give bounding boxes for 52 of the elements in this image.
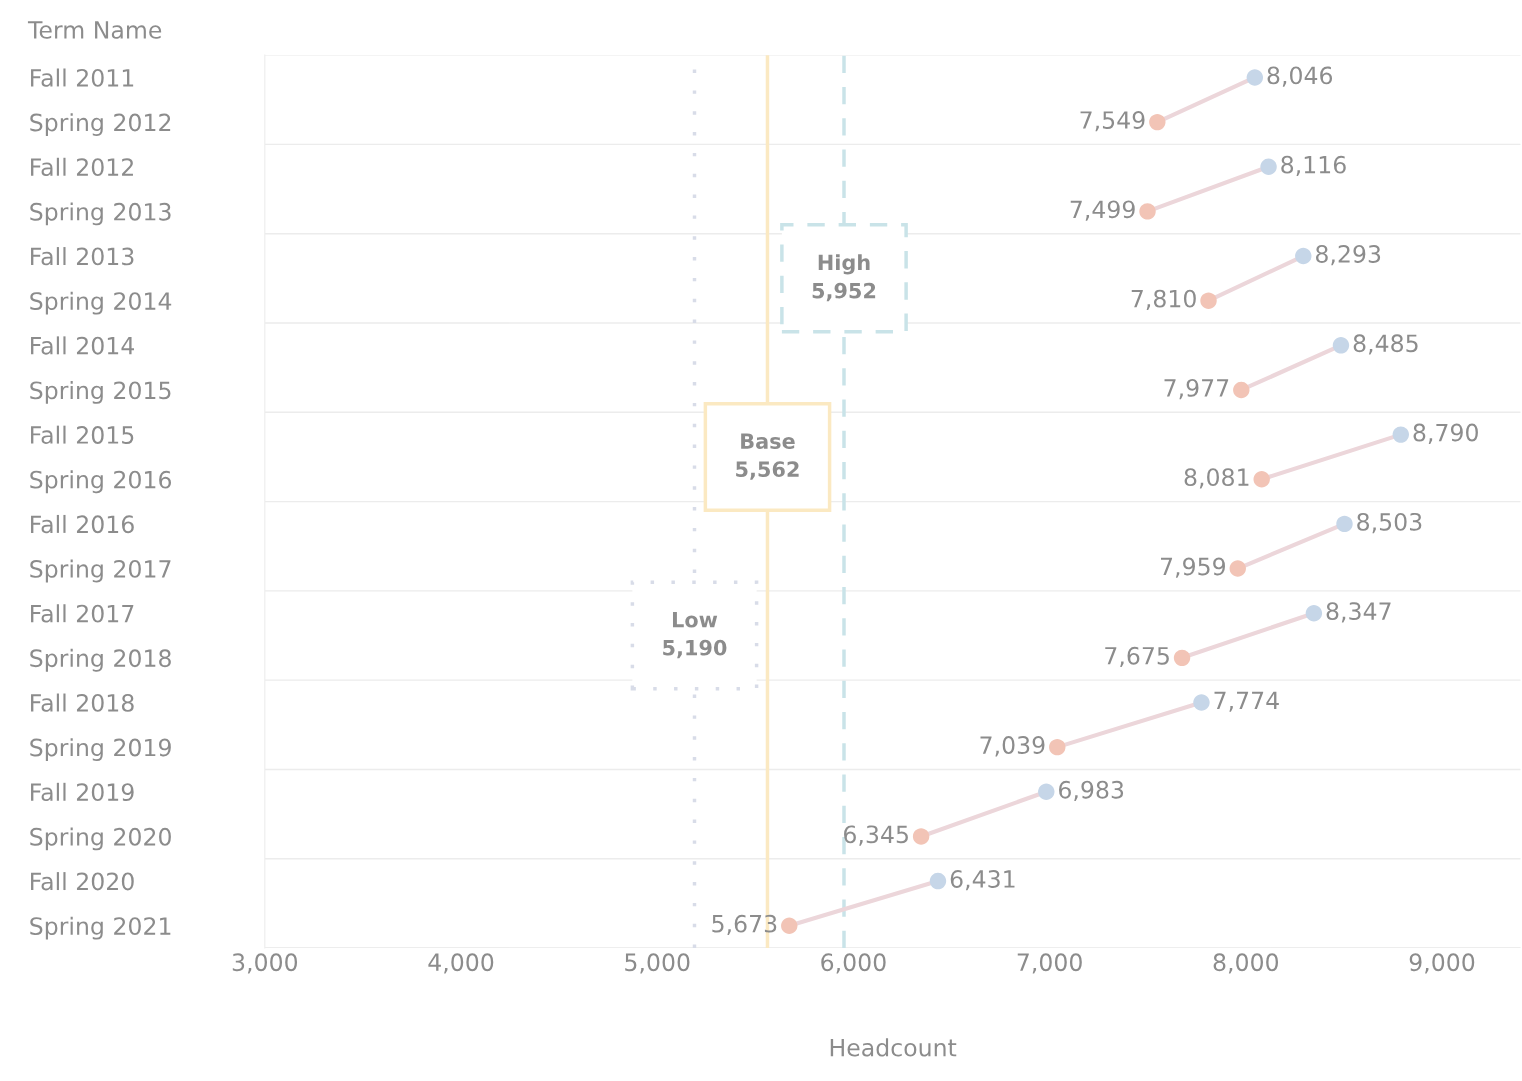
y-tick-label: Spring 2016 (30, 470, 172, 494)
y-tick-label: Spring 2014 (30, 291, 172, 315)
data-label: 7,959 (1160, 557, 1225, 578)
y-tick-label: Fall 2014 (31, 336, 134, 355)
y-tick-label: Fall 2019 (31, 782, 134, 802)
y-tick-label: Fall 2015 (31, 425, 134, 444)
data-label: 8,485 (1353, 334, 1418, 355)
data-label: 6,983 (1059, 780, 1124, 802)
y-tick-label: Spring 2012 (30, 113, 171, 136)
data-label: 7,549 (1080, 111, 1145, 132)
x-tick-label: 4,000 (428, 953, 494, 974)
data-label: 8,081 (1184, 468, 1249, 489)
data-label: 8,503 (1357, 512, 1422, 534)
data-label: 8,293 (1316, 245, 1381, 266)
y-axis-title: Term Name (27, 21, 162, 39)
data-label: 8,116 (1281, 155, 1346, 176)
data-label: 8,790 (1413, 423, 1478, 444)
y-tick-label: Spring 2021 (30, 916, 171, 940)
y-tick-label: Spring 2019 (30, 738, 171, 762)
data-label: 6,431 (950, 870, 1015, 891)
data-label: 7,499 (1070, 200, 1135, 221)
data-label: 8,347 (1326, 602, 1391, 623)
data-label: 7,039 (980, 736, 1045, 757)
y-tick-label: Spring 2013 (30, 202, 171, 226)
ref-line-label: High 5,952 (812, 254, 876, 302)
y-tick-label: Fall 2013 (31, 247, 134, 266)
y-tick-label: Fall 2012 (31, 157, 133, 177)
x-tick-label: 7,000 (1017, 953, 1082, 974)
data-label: 7,810 (1131, 289, 1196, 310)
ref-line-label: Low 5,190 (663, 612, 727, 659)
data-label: 7,675 (1105, 646, 1169, 668)
y-tick-label: Fall 2017 (31, 604, 134, 623)
x-tick-label: 3,000 (232, 953, 298, 974)
y-tick-label: Fall 2018 (31, 693, 134, 712)
y-tick-label: Fall 2016 (31, 514, 134, 534)
x-tick-label: 9,000 (1409, 953, 1475, 974)
data-label: 7,774 (1214, 691, 1279, 712)
y-tick-label: Spring 2018 (30, 648, 171, 672)
y-tick-label: Spring 2020 (30, 827, 171, 851)
y-tick-label: Fall 2020 (31, 872, 134, 891)
data-label: 7,977 (1164, 378, 1229, 400)
x-tick-label: 6,000 (821, 953, 886, 974)
y-tick-label: Fall 2011 (31, 68, 134, 87)
x-tick-label: 8,000 (1213, 953, 1279, 974)
ref-line-label: Base 5,562 (736, 433, 799, 480)
data-label: 8,046 (1267, 66, 1333, 87)
x-tick-label: 5,000 (625, 953, 690, 974)
data-label: 6,345 (844, 825, 908, 846)
x-axis-title: Headcount (830, 1038, 957, 1057)
data-label: 5,673 (712, 914, 777, 935)
y-tick-label: Spring 2017 (30, 559, 171, 583)
y-tick-label: Spring 2015 (30, 381, 171, 404)
